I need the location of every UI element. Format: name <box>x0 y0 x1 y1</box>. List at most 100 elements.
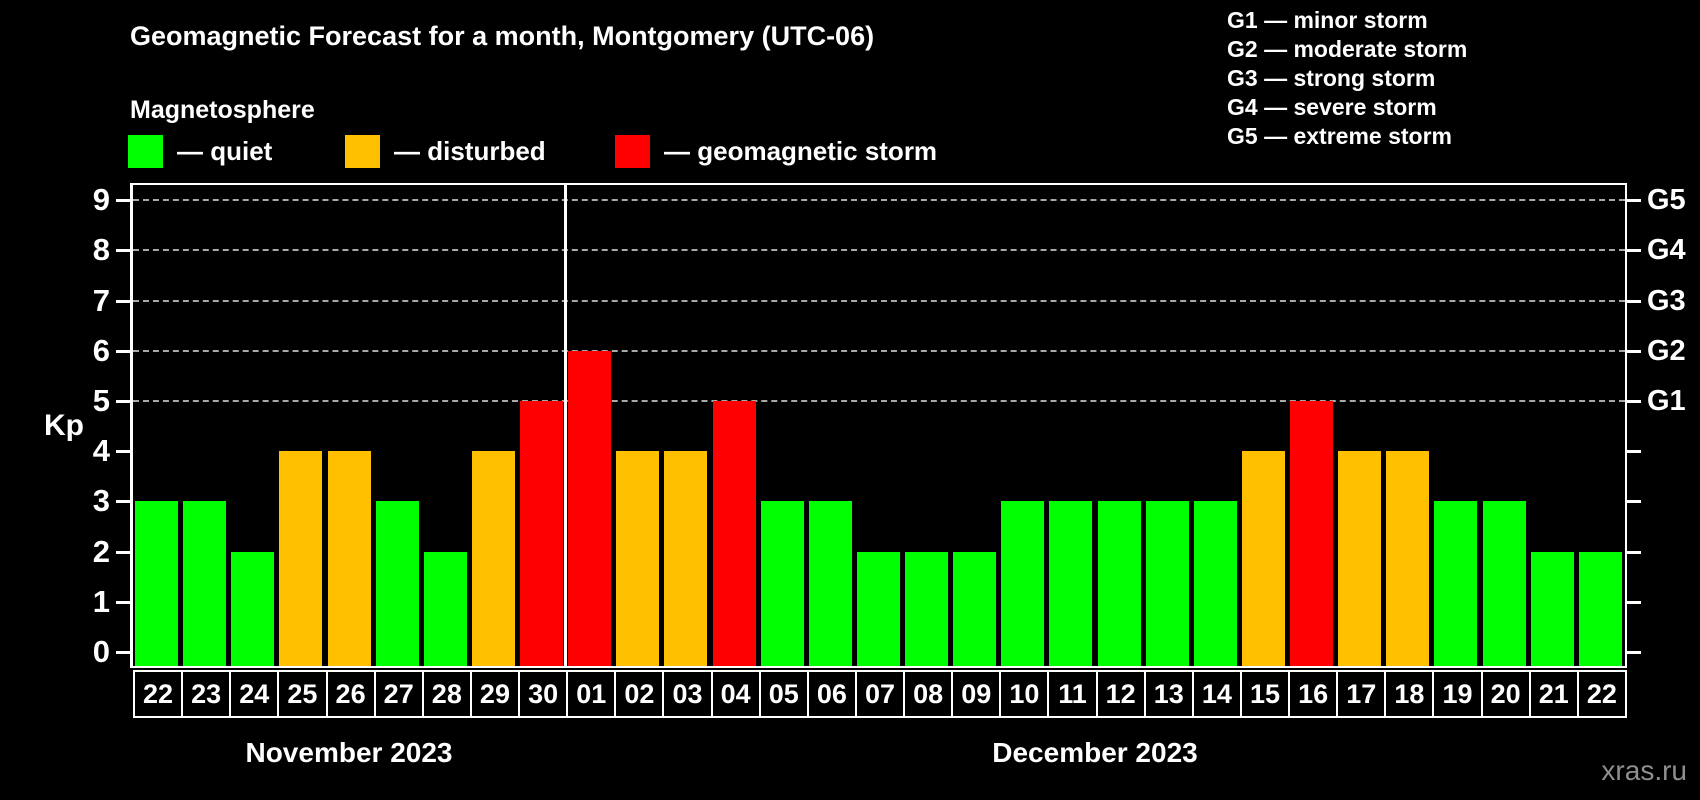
day-label: 29 <box>469 670 521 718</box>
kp-bar <box>1145 501 1189 666</box>
g-legend-item-g3: G3 — strong storm <box>1227 65 1436 91</box>
legend-item-quiet: — quiet <box>128 135 272 168</box>
g-axis-label-g5: G5 <box>1647 184 1686 217</box>
kp-bar <box>1482 501 1526 666</box>
day-label: 14 <box>1191 670 1242 718</box>
day-label: 22 <box>1576 670 1627 718</box>
y-axis-tick-right-1 <box>1627 600 1641 604</box>
day-label: 13 <box>1143 670 1194 718</box>
y-axis-tick-right-6 <box>1627 349 1641 353</box>
kp-bar <box>712 401 756 666</box>
kp-bar <box>183 501 227 666</box>
y-tick-label-9: 9 <box>92 182 110 218</box>
kp-bar <box>1530 551 1574 666</box>
day-label: 18 <box>1384 670 1435 718</box>
day-label: 08 <box>903 670 954 718</box>
y-tick-label-5: 5 <box>92 383 110 418</box>
y-axis-tick-right-3 <box>1627 500 1641 504</box>
gridline-kp-8 <box>133 249 1625 252</box>
g-axis-label-g3: G3 <box>1647 284 1686 317</box>
y-axis-tick-right-2 <box>1627 550 1641 554</box>
day-label: 23 <box>181 670 232 718</box>
day-label: 03 <box>662 670 713 718</box>
y-axis-tick-left-5 <box>116 400 130 403</box>
day-label: 22 <box>133 670 184 718</box>
month-label-november: November 2023 <box>245 737 453 768</box>
day-label: 11 <box>1047 670 1098 718</box>
y-tick-label-1: 1 <box>92 583 110 619</box>
watermark: xras.ru <box>1601 755 1687 786</box>
y-tick-label-0: 0 <box>92 634 110 669</box>
kp-bar <box>953 551 997 666</box>
kp-bar <box>1049 501 1093 666</box>
kp-bar <box>1241 451 1285 666</box>
day-label: 27 <box>373 670 424 718</box>
g-legend-item-g1: G1 — minor storm <box>1227 7 1428 33</box>
kp-bar <box>375 501 419 666</box>
day-label: 30 <box>518 670 569 718</box>
disturbed-color-swatch <box>345 135 380 168</box>
legend-item-disturbed: — disturbed <box>345 135 546 168</box>
kp-bar <box>808 501 852 666</box>
day-label: 16 <box>1288 670 1339 718</box>
kp-bar <box>1290 401 1334 666</box>
day-label: 25 <box>277 670 328 718</box>
y-axis-tick-left-4 <box>116 450 130 454</box>
day-label: 19 <box>1432 670 1483 718</box>
month-label-december: December 2023 <box>992 737 1198 768</box>
y-axis-tick-right-7 <box>1627 299 1641 303</box>
quiet-color-swatch <box>128 135 163 168</box>
legend-label-disturbed: — disturbed <box>394 136 546 166</box>
day-label: 17 <box>1336 670 1387 718</box>
gridline-kp-9 <box>133 199 1625 202</box>
day-label: 06 <box>806 670 857 718</box>
day-label: 09 <box>951 670 1002 718</box>
day-label: 07 <box>854 670 906 718</box>
g-axis-label-g4: G4 <box>1647 234 1686 267</box>
kp-bar <box>1386 451 1430 666</box>
y-axis-tick-left-1 <box>116 600 130 604</box>
y-tick-label-2: 2 <box>92 533 110 569</box>
magnetosphere-label: Magnetosphere <box>130 96 315 124</box>
kp-bar <box>1097 501 1141 666</box>
y-axis-tick-right-9 <box>1627 199 1641 203</box>
kp-bar <box>520 401 564 666</box>
day-label: 02 <box>614 670 665 718</box>
day-label: 12 <box>1095 670 1146 718</box>
day-label: 24 <box>229 670 280 718</box>
kp-bar <box>568 350 612 666</box>
day-label: 10 <box>999 670 1050 718</box>
month-boundary-line <box>564 185 568 666</box>
kp-bar <box>664 451 708 666</box>
g-legend-item-g2: G2 — moderate storm <box>1227 36 1468 62</box>
y-axis-tick-right-4 <box>1627 450 1641 454</box>
y-axis-tick-left-8 <box>116 249 130 253</box>
y-tick-label-8: 8 <box>92 232 110 268</box>
y-tick-label-4: 4 <box>92 433 110 469</box>
legend-label-storm: — geomagnetic storm <box>664 136 938 166</box>
gridline-kp-5 <box>133 400 1625 402</box>
g-legend-item-g5: G5 — extreme storm <box>1227 123 1452 149</box>
kp-bar <box>760 501 804 666</box>
kp-bar <box>905 551 949 666</box>
y-axis-tick-right-5 <box>1627 400 1641 403</box>
day-label: 20 <box>1480 670 1531 718</box>
g-legend-item-g4: G4 — severe storm <box>1227 94 1437 120</box>
kp-bar <box>327 451 371 666</box>
kp-bar <box>1338 451 1382 666</box>
day-label: 26 <box>325 670 376 718</box>
y-axis-tick-right-8 <box>1627 249 1641 253</box>
chart-title: Geomagnetic Forecast for a month, Montgo… <box>130 21 875 51</box>
y-tick-label-3: 3 <box>92 483 110 519</box>
y-axis-tick-left-6 <box>116 349 130 353</box>
gridline-kp-6 <box>133 349 1625 352</box>
g-axis-label-g1: G1 <box>1647 385 1686 417</box>
kp-bar <box>616 451 660 666</box>
day-label: 04 <box>710 670 761 718</box>
gridline-kp-7 <box>133 299 1625 302</box>
y-tick-label-7: 7 <box>92 282 110 318</box>
kp-bar <box>1578 551 1622 666</box>
y-axis-tick-left-2 <box>116 550 130 554</box>
y-tick-label-6: 6 <box>92 332 110 368</box>
